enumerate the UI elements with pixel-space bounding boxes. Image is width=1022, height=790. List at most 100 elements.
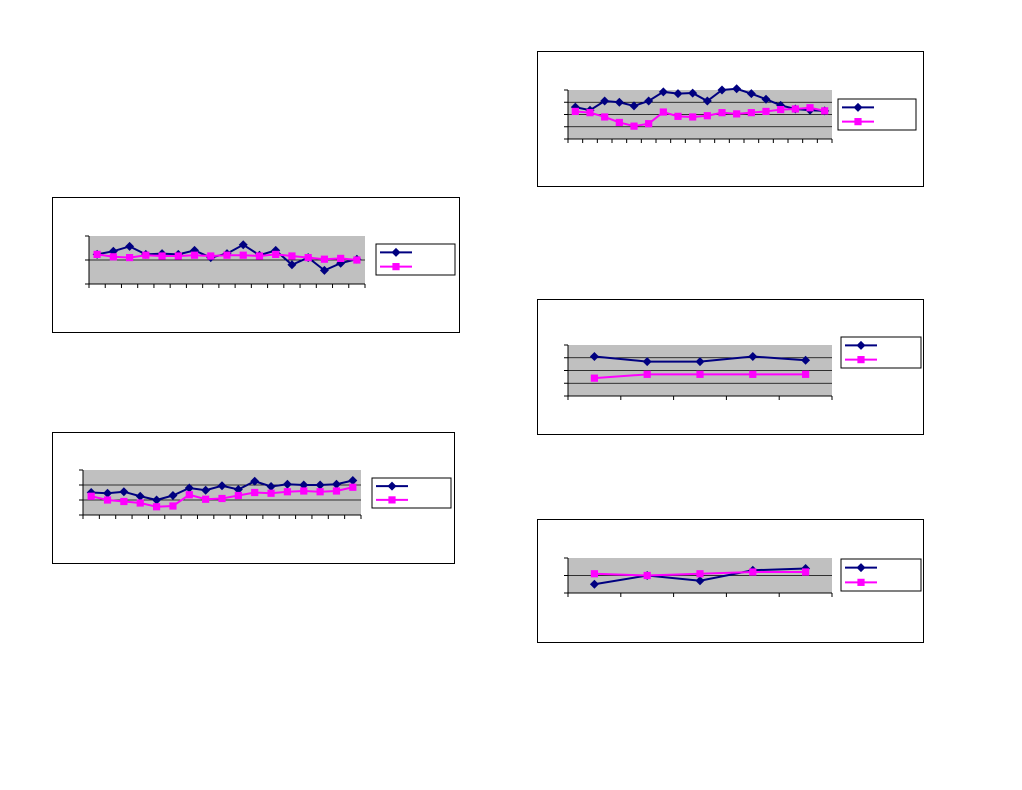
chart-3-series-2-point <box>630 122 638 130</box>
chart-5-series-2-point <box>696 570 704 578</box>
chart-5-legend-marker-1 <box>856 563 866 573</box>
chart-2-series-2-point <box>152 503 161 511</box>
chart-5-series-2-point <box>643 571 651 580</box>
chart-5-svg <box>564 557 922 597</box>
chart-5-series-1-point <box>695 576 705 586</box>
chart-3-series-2-point <box>747 109 755 117</box>
chart-2-series-1-point <box>168 491 178 500</box>
chart-2-series-2-point <box>332 487 341 495</box>
chart-1 <box>52 197 460 333</box>
chart-1-series-2-point <box>255 252 264 260</box>
chart-1-series-1-point <box>125 241 135 251</box>
chart-4-series-2-point <box>590 374 598 382</box>
chart-4-series-1-point <box>801 355 811 365</box>
chart-3-series-1-point <box>673 89 683 99</box>
chart-4-legend <box>840 336 922 369</box>
chart-2-series-1-point <box>201 485 211 495</box>
chart-1-series-2-point <box>207 252 215 260</box>
chart-4-series-1-point <box>748 351 758 361</box>
chart-3-series-2-point <box>821 107 829 115</box>
chart-2-series-1-point <box>217 481 227 491</box>
chart-3-series-2-point <box>659 108 667 116</box>
chart-1-series-1-point <box>238 240 248 250</box>
chart-4-series-2-point <box>696 370 704 378</box>
chart-1-series-2-point <box>320 255 329 263</box>
chart-2-series-1-point <box>250 476 260 486</box>
chart-2-series-1-point <box>331 479 341 489</box>
chart-5-series-2-point <box>802 568 810 576</box>
chart-1-legend <box>375 243 456 276</box>
chart-2-series-1-point <box>233 485 243 494</box>
chart-1-series-2-point <box>337 254 345 262</box>
chart-1-series-2-point <box>272 250 280 258</box>
chart-2-series-2-point <box>283 488 292 496</box>
chart-2-series-1-point <box>282 479 292 489</box>
chart-2-series-2-point <box>185 491 193 499</box>
chart-2-series-1-point <box>184 483 194 493</box>
chart-1-series-2-point <box>158 252 166 260</box>
chart-3-series-1-point <box>614 97 624 107</box>
chart-3-series-2-point <box>762 107 770 116</box>
chart-2-legend-marker-2 <box>388 496 396 504</box>
chart-3-series-2-point <box>733 110 741 118</box>
chart-3-legend <box>837 98 917 131</box>
chart-3-series-2-point <box>791 105 799 113</box>
chart-3-series-2-point <box>703 112 711 120</box>
chart-3-series-1-point <box>644 96 654 106</box>
chart-3-series-1-point <box>761 94 771 104</box>
chart-2-series-2-point <box>103 496 112 504</box>
chart-2-series-2-point <box>349 483 357 491</box>
chart-1-series-2-point <box>93 250 101 258</box>
chart-1-series-2-point <box>304 254 312 262</box>
chart-4-legend-marker-2 <box>857 356 865 364</box>
chart-2-legend <box>371 477 452 509</box>
chart-1-svg <box>85 235 456 288</box>
chart-1-series-2-point <box>223 251 231 259</box>
chart-1-series-2-point <box>239 251 247 259</box>
chart-1-series-2-point <box>109 253 117 261</box>
chart-3 <box>537 51 924 187</box>
chart-4-series-1-point <box>642 357 652 367</box>
chart-1-series-1-point <box>287 260 297 270</box>
chart-3-series-1-point <box>600 96 610 106</box>
chart-2-series-2-point <box>300 487 308 495</box>
chart-2-svg <box>79 469 452 519</box>
chart-2-series-1-point <box>266 482 276 491</box>
chart-2-series-2-point <box>251 488 259 497</box>
chart-4-svg <box>564 336 922 400</box>
chart-3-series-2-point <box>718 109 726 117</box>
chart-3-series-2-point <box>615 118 623 127</box>
chart-3-series-2-point <box>645 120 653 128</box>
chart-2-series-2-point <box>202 495 210 503</box>
chart-4-legend-marker-1 <box>856 340 866 350</box>
chart-3-series-2-point <box>777 106 785 114</box>
chart-2-series-2-point <box>87 492 95 500</box>
chart-2-series-1-point <box>315 480 325 490</box>
chart-2-series-2-point <box>120 497 128 506</box>
chart-4-series-2-point <box>749 370 757 378</box>
chart-2-series-1-point <box>119 487 129 497</box>
chart-4-series-2-point <box>643 370 651 378</box>
chart-3-series-2-point <box>689 113 697 121</box>
chart-2-series-2-point <box>136 499 144 507</box>
chart-3-series-2-point <box>571 107 579 116</box>
chart-4 <box>537 299 924 435</box>
chart-1-legend-marker-2 <box>392 263 400 271</box>
chart-5 <box>537 519 924 643</box>
chart-2-series-2-point <box>218 494 226 503</box>
chart-4-series-2-point <box>802 370 810 378</box>
chart-5-legend <box>840 558 922 592</box>
chart-2-series-1-point <box>135 491 145 501</box>
chart-2-series-1-point <box>103 488 113 498</box>
chart-3-series-1-point <box>702 96 712 106</box>
chart-3-series-1-point <box>732 84 742 94</box>
chart-1-series-2-point <box>174 252 182 260</box>
chart-2-legend-marker-1 <box>387 481 397 491</box>
chart-5-series-2-point <box>749 568 757 576</box>
chart-1-series-1-point <box>319 265 329 275</box>
chart-2-series-1-point <box>299 480 309 490</box>
chart-3-series-2-point <box>674 112 682 120</box>
chart-1-series-2-point <box>288 252 296 260</box>
chart-3-series-1-point <box>746 89 756 99</box>
chart-3-svg <box>564 84 917 143</box>
